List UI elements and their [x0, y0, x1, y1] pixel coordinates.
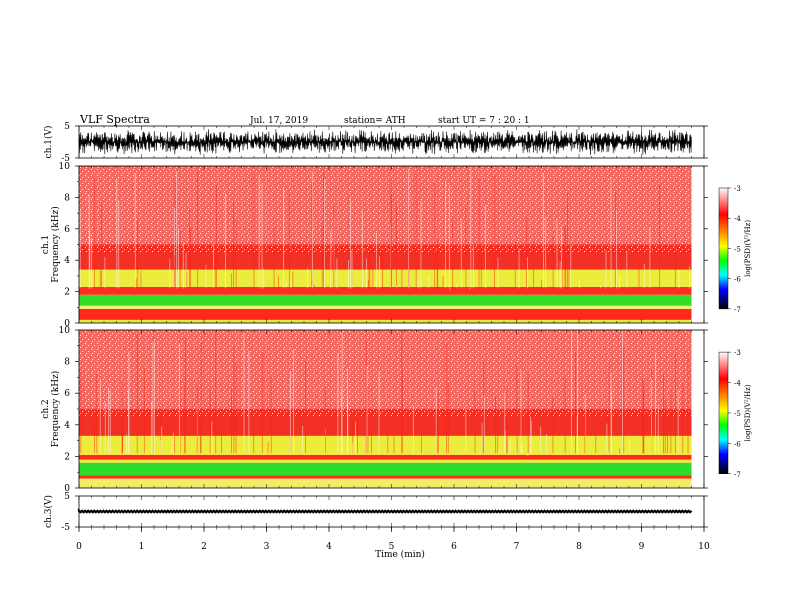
spectral-band — [79, 459, 692, 463]
waveform-line — [77, 508, 693, 514]
y-tick-label: 2 — [64, 288, 70, 298]
spectral-band — [79, 462, 692, 476]
y-tick-label: 10 — [59, 326, 71, 336]
y-tick-label: 5 — [64, 492, 70, 502]
waveform-line — [78, 129, 692, 156]
y-axis-label: Frequency (kHz) — [50, 206, 61, 283]
spectral-band — [79, 305, 692, 309]
y-tick-label: 6 — [64, 389, 70, 399]
y-axis-label: ch.2 — [41, 399, 51, 418]
colorbar — [718, 187, 729, 310]
x-tick-label: 10 — [698, 542, 710, 552]
y-tick-label: -5 — [61, 523, 70, 533]
y-tick-label: -5 — [61, 154, 70, 164]
colorbar-tick-label: -3 — [734, 185, 741, 193]
ch1-spectrogram-panel: 0 2 4 6 8 10 ch.1 Frequency (kHz) -3 -4 -5 -6 -7 log(… — [41, 162, 752, 329]
y-tick-label: 8 — [64, 358, 70, 368]
colorbar-tick-label: -5 — [734, 410, 741, 418]
x-tick-label: 7 — [514, 542, 520, 552]
y-tick-label: 6 — [64, 225, 70, 235]
spectral-band — [79, 478, 692, 488]
colorbar — [718, 351, 729, 475]
colorbar-label: log(PSD)(V²/Hz) — [744, 384, 752, 441]
spectral-band — [79, 454, 692, 460]
spectral-band — [79, 294, 692, 306]
y-tick-label: 0 — [64, 319, 70, 329]
colorbar-tick-label: -4 — [734, 215, 741, 223]
y-tick-label: 2 — [64, 452, 70, 462]
x-tick-label: 8 — [576, 542, 582, 552]
spectral-band — [79, 319, 692, 323]
spectral-band — [79, 435, 692, 455]
ch3-waveform-panel: 5 -5 ch.3(V) — [43, 492, 708, 533]
x-tick-label: 0 — [76, 542, 82, 552]
spectral-band — [79, 286, 692, 295]
ch1-waveform-panel: 5 -5 ch.1(V) — [43, 122, 708, 164]
spectral-band — [79, 308, 692, 320]
colorbar-tick-label: -7 — [734, 306, 741, 314]
x-axis: 0 1 2 3 4 5 6 7 8 9 10 — [76, 527, 710, 552]
x-tick-label: 1 — [139, 542, 145, 552]
station-label: station= ATH — [344, 116, 406, 126]
colorbar-tick-label: -6 — [734, 276, 741, 284]
x-tick-label: 5 — [389, 542, 395, 552]
x-tick-label: 9 — [639, 542, 645, 552]
ch2-spectrogram-panel: 0 2 4 6 8 10 ch.2 Frequency (kHz) -3 -4 -5 -6 -7 log(… — [41, 326, 752, 494]
colorbar-tick-label: -7 — [734, 471, 741, 479]
noise-texture — [79, 166, 692, 253]
colorbar-tick-label: -3 — [734, 349, 741, 357]
figure-title: VLF Spectra — [79, 113, 150, 126]
y-axis-label: Frequency (kHz) — [50, 371, 61, 448]
x-tick-label: 3 — [264, 542, 270, 552]
y-axis-label: ch.1(V) — [43, 126, 54, 159]
spectral-band — [79, 475, 692, 479]
y-tick-label: 4 — [64, 421, 70, 431]
start-time-label: start UT = 7 : 20 : 1 — [438, 116, 530, 126]
y-axis-label: ch.3(V) — [43, 495, 54, 528]
spectral-band — [79, 269, 692, 287]
y-tick-label: 10 — [59, 162, 71, 172]
x-tick-label: 4 — [326, 542, 332, 552]
y-axis-label: ch.1 — [41, 235, 51, 254]
y-tick-label: 0 — [64, 484, 70, 494]
x-tick-label: 6 — [451, 542, 457, 552]
colorbar-tick-label: -6 — [734, 440, 741, 448]
y-tick-label: 8 — [64, 193, 70, 203]
y-tick-label: 5 — [64, 122, 70, 132]
y-tick-label: 4 — [64, 256, 70, 266]
colorbar-label: log(PSD)(V²/Hz) — [744, 220, 752, 277]
x-axis-label: Time (min) — [375, 549, 425, 560]
colorbar-tick-label: -4 — [734, 380, 741, 388]
x-tick-label: 2 — [201, 542, 207, 552]
noise-texture — [79, 330, 692, 417]
date-label: Jul. 17, 2019 — [249, 116, 308, 126]
colorbar-tick-label: -5 — [734, 245, 741, 253]
